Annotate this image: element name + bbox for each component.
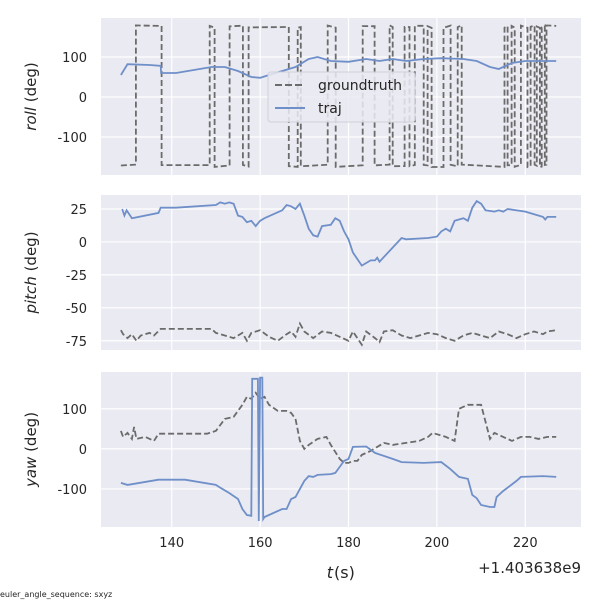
roll-y-axis-label: roll (deg): [22, 62, 40, 130]
legend-traj-label: traj: [318, 101, 342, 117]
pitch-plot-area: [101, 195, 581, 350]
yaw-traj-line: [120, 376, 557, 523]
roll-groundtruth-line: [120, 23, 557, 169]
roll-y-tick-label: -100: [57, 131, 87, 146]
pitch-y-tick-label: 0: [79, 236, 87, 251]
x-tick-label: 140: [159, 536, 184, 551]
roll-y-tick-label: 0: [79, 91, 87, 106]
yaw-y-label-var: yaw: [22, 456, 40, 488]
legend: groundtruth traj: [267, 71, 416, 123]
x-tick-label: 200: [424, 536, 449, 551]
roll-y-tick-label: 100: [62, 51, 87, 66]
pitch-groundtruth-line: [120, 321, 557, 347]
yaw-y-tick-label: 100: [62, 403, 87, 418]
yaw-plot-area: [101, 372, 581, 527]
pitch-y-tick-label: -75: [66, 335, 87, 350]
pitch-y-axis-label: pitch (deg): [22, 231, 40, 314]
pitch-y-tick-label: -50: [66, 302, 87, 317]
x-tick-label: 160: [248, 536, 273, 551]
yaw-y-label-unit: (deg): [22, 412, 40, 457]
x-axis-label-var: t: [327, 563, 334, 582]
x-offset-label: +1.403638e9: [478, 559, 581, 577]
pitch-y-tick-label: -25: [66, 269, 87, 284]
yaw-y-axis-label: yaw (deg): [22, 412, 40, 488]
legend-groundtruth-label: groundtruth: [318, 78, 402, 94]
pitch-y-tick-label: 25: [70, 203, 87, 218]
pitch-traj-line: [121, 199, 557, 267]
roll-y-label-var: roll: [22, 106, 40, 131]
yaw-y-tick-label: -100: [57, 483, 87, 498]
pitch-y-label-var: pitch: [22, 276, 40, 314]
x-tick-label: 180: [336, 536, 361, 551]
roll-traj-line: [120, 56, 557, 79]
yaw-panel: 140 160 180 200 220 100 0 -100 yaw (deg): [22, 372, 581, 551]
yaw-groundtruth-line: [120, 391, 557, 464]
pitch-y-label-unit: (deg): [22, 231, 40, 276]
x-axis-label-unit: (s): [334, 563, 355, 582]
x-tick-label: 220: [513, 536, 538, 551]
pitch-panel: 25 0 -25 -50 -75 pitch (deg): [22, 195, 581, 350]
roll-y-label-unit: (deg): [22, 62, 40, 107]
yaw-y-tick-label: 0: [79, 443, 87, 458]
footnote: euler_angle_sequence: sxyz: [0, 590, 112, 599]
